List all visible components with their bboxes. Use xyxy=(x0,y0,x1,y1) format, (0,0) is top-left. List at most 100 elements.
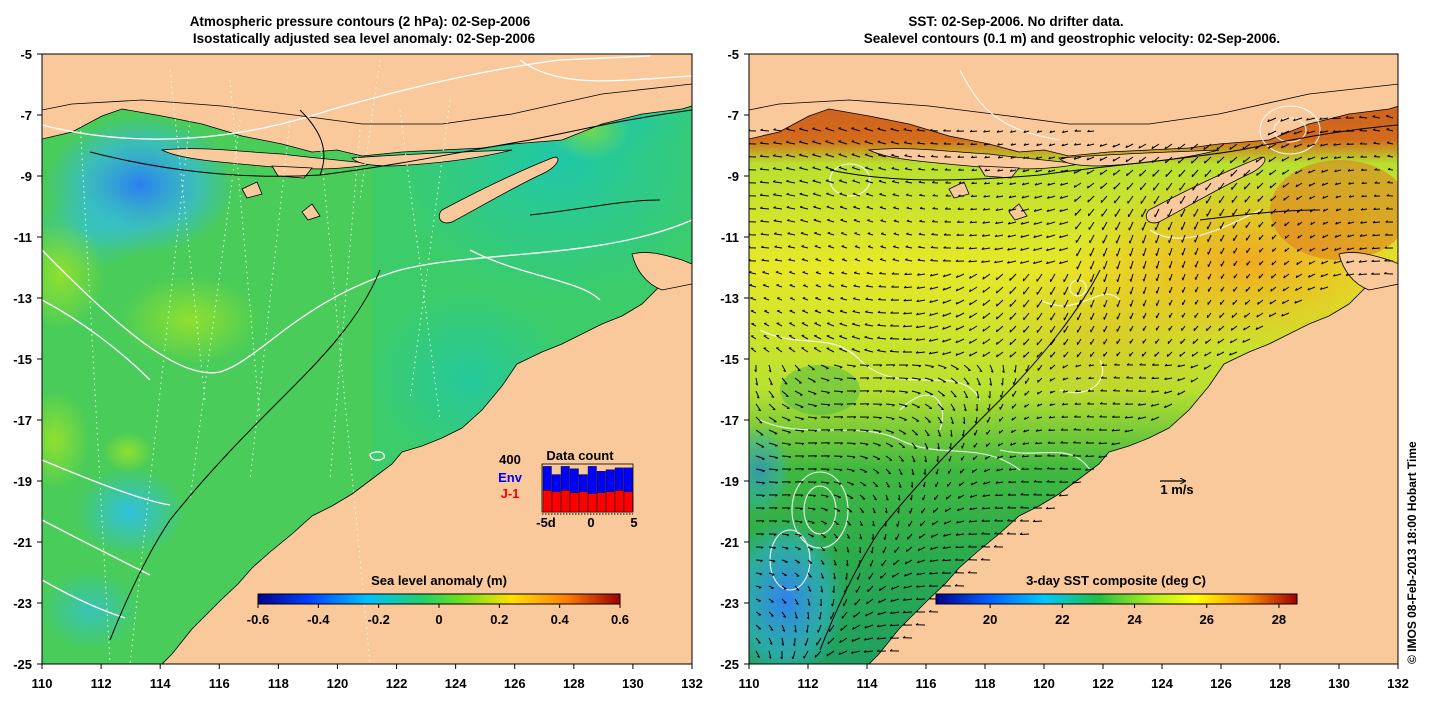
velocity-vector-head xyxy=(815,297,817,298)
x-tick-label: 110 xyxy=(739,676,760,691)
data-count-j1-bar xyxy=(615,490,624,512)
data-count-xlabel-mid: 0 xyxy=(587,515,594,530)
velocity-vector-head xyxy=(839,336,841,337)
data-count-env-bar xyxy=(588,466,597,493)
velocity-vector-head xyxy=(798,370,800,371)
velocity-vector-head xyxy=(851,485,853,486)
velocity-vector-head xyxy=(803,297,805,298)
left-title-line1: Atmospheric pressure contours (2 hPa): 0… xyxy=(190,14,531,29)
x-tick-label: 124 xyxy=(445,676,467,691)
velocity-vector xyxy=(782,456,791,457)
data-count-env-bar xyxy=(543,466,552,490)
velocity-vector-head xyxy=(855,246,857,247)
velocity-vector-head xyxy=(842,259,844,260)
velocity-vector-head xyxy=(1152,160,1153,162)
velocity-vector-head xyxy=(996,291,997,293)
velocity-vector-head xyxy=(801,407,803,408)
y-tick-label: -7 xyxy=(727,108,739,123)
velocity-vector-head xyxy=(1127,173,1128,175)
x-tick-label: 114 xyxy=(857,676,879,691)
x-tick-label: 132 xyxy=(681,676,703,691)
sla-colorbar-title: Sea level anomaly (m) xyxy=(371,573,507,588)
colorbar-tick-label: 28 xyxy=(1272,612,1286,627)
colorbar-tick-label: -0.2 xyxy=(367,612,389,627)
y-tick-label: -21 xyxy=(720,535,739,550)
velocity-vector-head xyxy=(1182,253,1183,255)
y-tick-label: -23 xyxy=(720,596,739,611)
colorbar-tick-label: -0.4 xyxy=(307,612,330,627)
velocity-vector-head xyxy=(777,298,779,299)
velocity-vector-head xyxy=(891,433,893,434)
velocity-vector-head xyxy=(751,310,753,311)
colorbar-tick-label: 26 xyxy=(1200,612,1214,627)
velocity-vector-head xyxy=(1284,263,1285,265)
velocity-vector-head xyxy=(917,407,919,408)
velocity-vector-head xyxy=(914,448,916,449)
data-count-j1-bar xyxy=(588,494,597,512)
velocity-vector-head xyxy=(1182,265,1183,267)
velocity-vector-head xyxy=(763,284,765,285)
velocity-vector-head xyxy=(838,128,840,129)
x-tick-label: 116 xyxy=(209,676,230,691)
x-tick-label: 126 xyxy=(504,676,526,691)
x-tick-label: 132 xyxy=(1387,676,1409,691)
colorbar-tick-label: 0.6 xyxy=(611,612,629,627)
velocity-vector-head xyxy=(1195,252,1196,254)
data-count-env-bar xyxy=(615,468,624,491)
velocity-vector-head xyxy=(1195,240,1196,242)
data-count-j1-bar xyxy=(570,493,579,512)
velocity-vector-head xyxy=(1012,418,1013,420)
velocity-vector-head xyxy=(1116,241,1117,243)
velocity-vector-head xyxy=(1169,303,1170,305)
velocity-vector-head xyxy=(1116,254,1117,256)
velocity-vector-head xyxy=(967,384,969,385)
y-tick-label: -15 xyxy=(13,352,32,367)
velocity-vector-head xyxy=(841,628,842,630)
x-tick-label: 112 xyxy=(91,676,112,691)
velocity-vector-head xyxy=(1218,161,1219,163)
velocity-vector-head xyxy=(1104,305,1105,307)
velocity-vector-head xyxy=(1270,186,1271,188)
velocity-vector-head xyxy=(893,563,894,565)
velocity-vector-head xyxy=(853,206,855,207)
velocity-vector xyxy=(912,365,921,366)
velocity-vector-head xyxy=(1169,240,1170,242)
velocity-vector-head xyxy=(839,180,841,181)
velocity-vector-head xyxy=(1117,292,1118,294)
velocity-vector-head xyxy=(1169,278,1170,280)
velocity-vector-head xyxy=(758,643,760,644)
velocity-vector-head xyxy=(811,536,813,537)
data-count-env-bar xyxy=(579,475,588,492)
velocity-vector-head xyxy=(838,141,840,142)
velocity-vector-head xyxy=(851,128,853,129)
velocity-vector-head xyxy=(1195,265,1196,267)
velocity-vector-head xyxy=(1117,317,1118,319)
velocity-vector-head xyxy=(1113,173,1114,175)
velocity-vector-head xyxy=(1191,147,1192,149)
velocity-vector-head xyxy=(803,285,805,286)
velocity-vector-head xyxy=(1182,240,1183,242)
left-panel: Atmospheric pressure contours (2 hPa): 0… xyxy=(13,14,730,691)
velocity-vector-head xyxy=(788,420,790,421)
y-tick-label: -17 xyxy=(13,413,32,428)
velocity-vector-head xyxy=(764,297,766,298)
x-tick-label: 118 xyxy=(975,676,996,691)
velocity-vector-head xyxy=(944,368,946,369)
data-count-xlabel-end: 5 xyxy=(630,515,637,530)
data-count-j1-bar xyxy=(543,490,552,512)
velocity-vector-head xyxy=(815,310,817,311)
velocity-vector-head xyxy=(840,193,842,194)
velocity-vector-head xyxy=(854,219,856,220)
velocity-vector-head xyxy=(776,284,778,285)
y-tick-label: -5 xyxy=(727,47,739,62)
velocity-vector-head xyxy=(1165,161,1166,163)
velocity-vector-head xyxy=(852,167,854,168)
y-tick-label: -25 xyxy=(720,657,739,672)
velocity-vector-head xyxy=(816,285,818,286)
y-tick-label: -21 xyxy=(13,535,32,550)
velocity-vector xyxy=(878,312,886,313)
velocity-vector-head xyxy=(840,206,842,207)
velocity-vector-head xyxy=(906,549,907,551)
